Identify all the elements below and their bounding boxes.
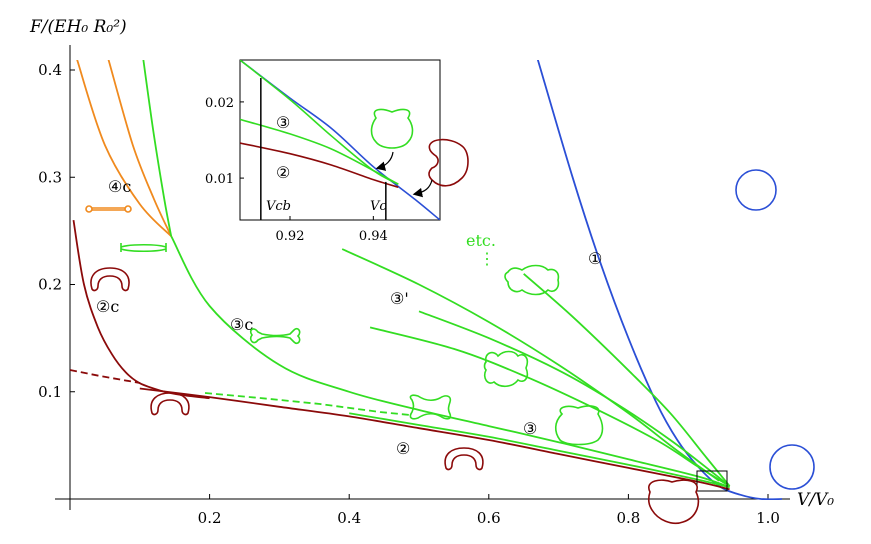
inset-vcb-label: Vcb (266, 199, 291, 214)
series-line (72, 219, 210, 400)
inset-series-line (240, 60, 440, 220)
label-2c: ②c (96, 297, 119, 316)
green-dumbbell-icon-2 (249, 327, 301, 345)
x-axis-label: V/V₀ (797, 490, 834, 510)
series-line (76, 60, 172, 237)
red-dome-icon-3 (444, 447, 484, 471)
series-line (341, 248, 720, 482)
shape-icons (85, 169, 815, 525)
x-tick-label: 0.2 (198, 509, 222, 527)
label-3c: ③c (230, 315, 253, 334)
inset-x-tick-label: 0.92 (276, 229, 305, 244)
series-line-extra (523, 273, 731, 487)
inset-series-line (240, 60, 399, 185)
orange-dumbbell-icon (85, 205, 132, 213)
red-cup-icon-2 (647, 479, 700, 525)
y-tick-label: 0.4 (38, 61, 62, 79)
inset-arrow-red (412, 179, 433, 198)
series-line (536, 60, 783, 500)
x-tick-label: 0.6 (477, 509, 501, 527)
green-dumbbell-icon (120, 243, 167, 253)
green-bowtie-icon (409, 394, 452, 420)
main-axes: 0.2 0.4 0.6 0.8 1.0 0.1 0.2 0.3 0.4 V/V₀ F/(EH₀… (29, 17, 834, 527)
x-tick-label: 0.4 (337, 509, 361, 527)
inset-x-tick-label: 0.94 (359, 229, 388, 244)
inset-vc-label: Vc (370, 199, 387, 214)
label-3: ③ (523, 419, 537, 438)
y-tick-label: 0.2 (38, 276, 62, 294)
y-axis-label: F/(EH₀ R₀²) (29, 17, 127, 37)
inset-series-line (240, 142, 399, 188)
label-4c: ④c (108, 177, 131, 196)
inset-y-tick-label: 0.02 (205, 96, 234, 111)
series-line (170, 235, 730, 489)
green-wavy-icon (483, 350, 529, 388)
inset: 0.92 0.94 0.01 0.02 Vcb Vc ③ ② (205, 59, 469, 244)
y-tick-label: 0.3 (38, 168, 62, 186)
branch-3-dashed (204, 392, 411, 416)
series-line (349, 412, 730, 489)
series-line-extra (142, 60, 173, 237)
inset-y-tick-label: 0.01 (205, 172, 234, 187)
blue-sphere-flat-icon (769, 444, 815, 490)
branch-labels: ① ② ②c ③ ③c ③' ④c etc. ⋮ (96, 177, 602, 458)
blue-sphere-icon (735, 169, 777, 211)
inset-arrow-green (375, 151, 394, 171)
green-capsule-icon-2 (554, 405, 604, 446)
green-wavy-icon-2 (504, 264, 560, 296)
green-capsule-icon (370, 108, 414, 149)
y-tick-label: 0.1 (38, 383, 62, 401)
red-dome-icon-2 (150, 392, 190, 416)
branch-2-dashed (69, 369, 141, 384)
series-line-extra (369, 326, 727, 485)
inset-label-3: ③ (276, 113, 290, 132)
zoom-box (696, 470, 728, 492)
label-dots: ⋮ (479, 249, 495, 268)
inset-label-2: ② (276, 163, 290, 182)
series-line-extra (418, 310, 731, 487)
x-tick-label: 0.8 (616, 509, 640, 527)
label-2: ② (396, 439, 410, 458)
label-etc: etc. (466, 231, 496, 250)
series-line-extra (107, 60, 173, 237)
x-tick-label: 1.0 (756, 509, 780, 527)
dashed-branches (69, 369, 411, 416)
red-dome-icon (90, 267, 130, 292)
series-line (139, 387, 730, 491)
label-1: ① (588, 249, 602, 268)
label-3prime: ③' (390, 289, 409, 308)
